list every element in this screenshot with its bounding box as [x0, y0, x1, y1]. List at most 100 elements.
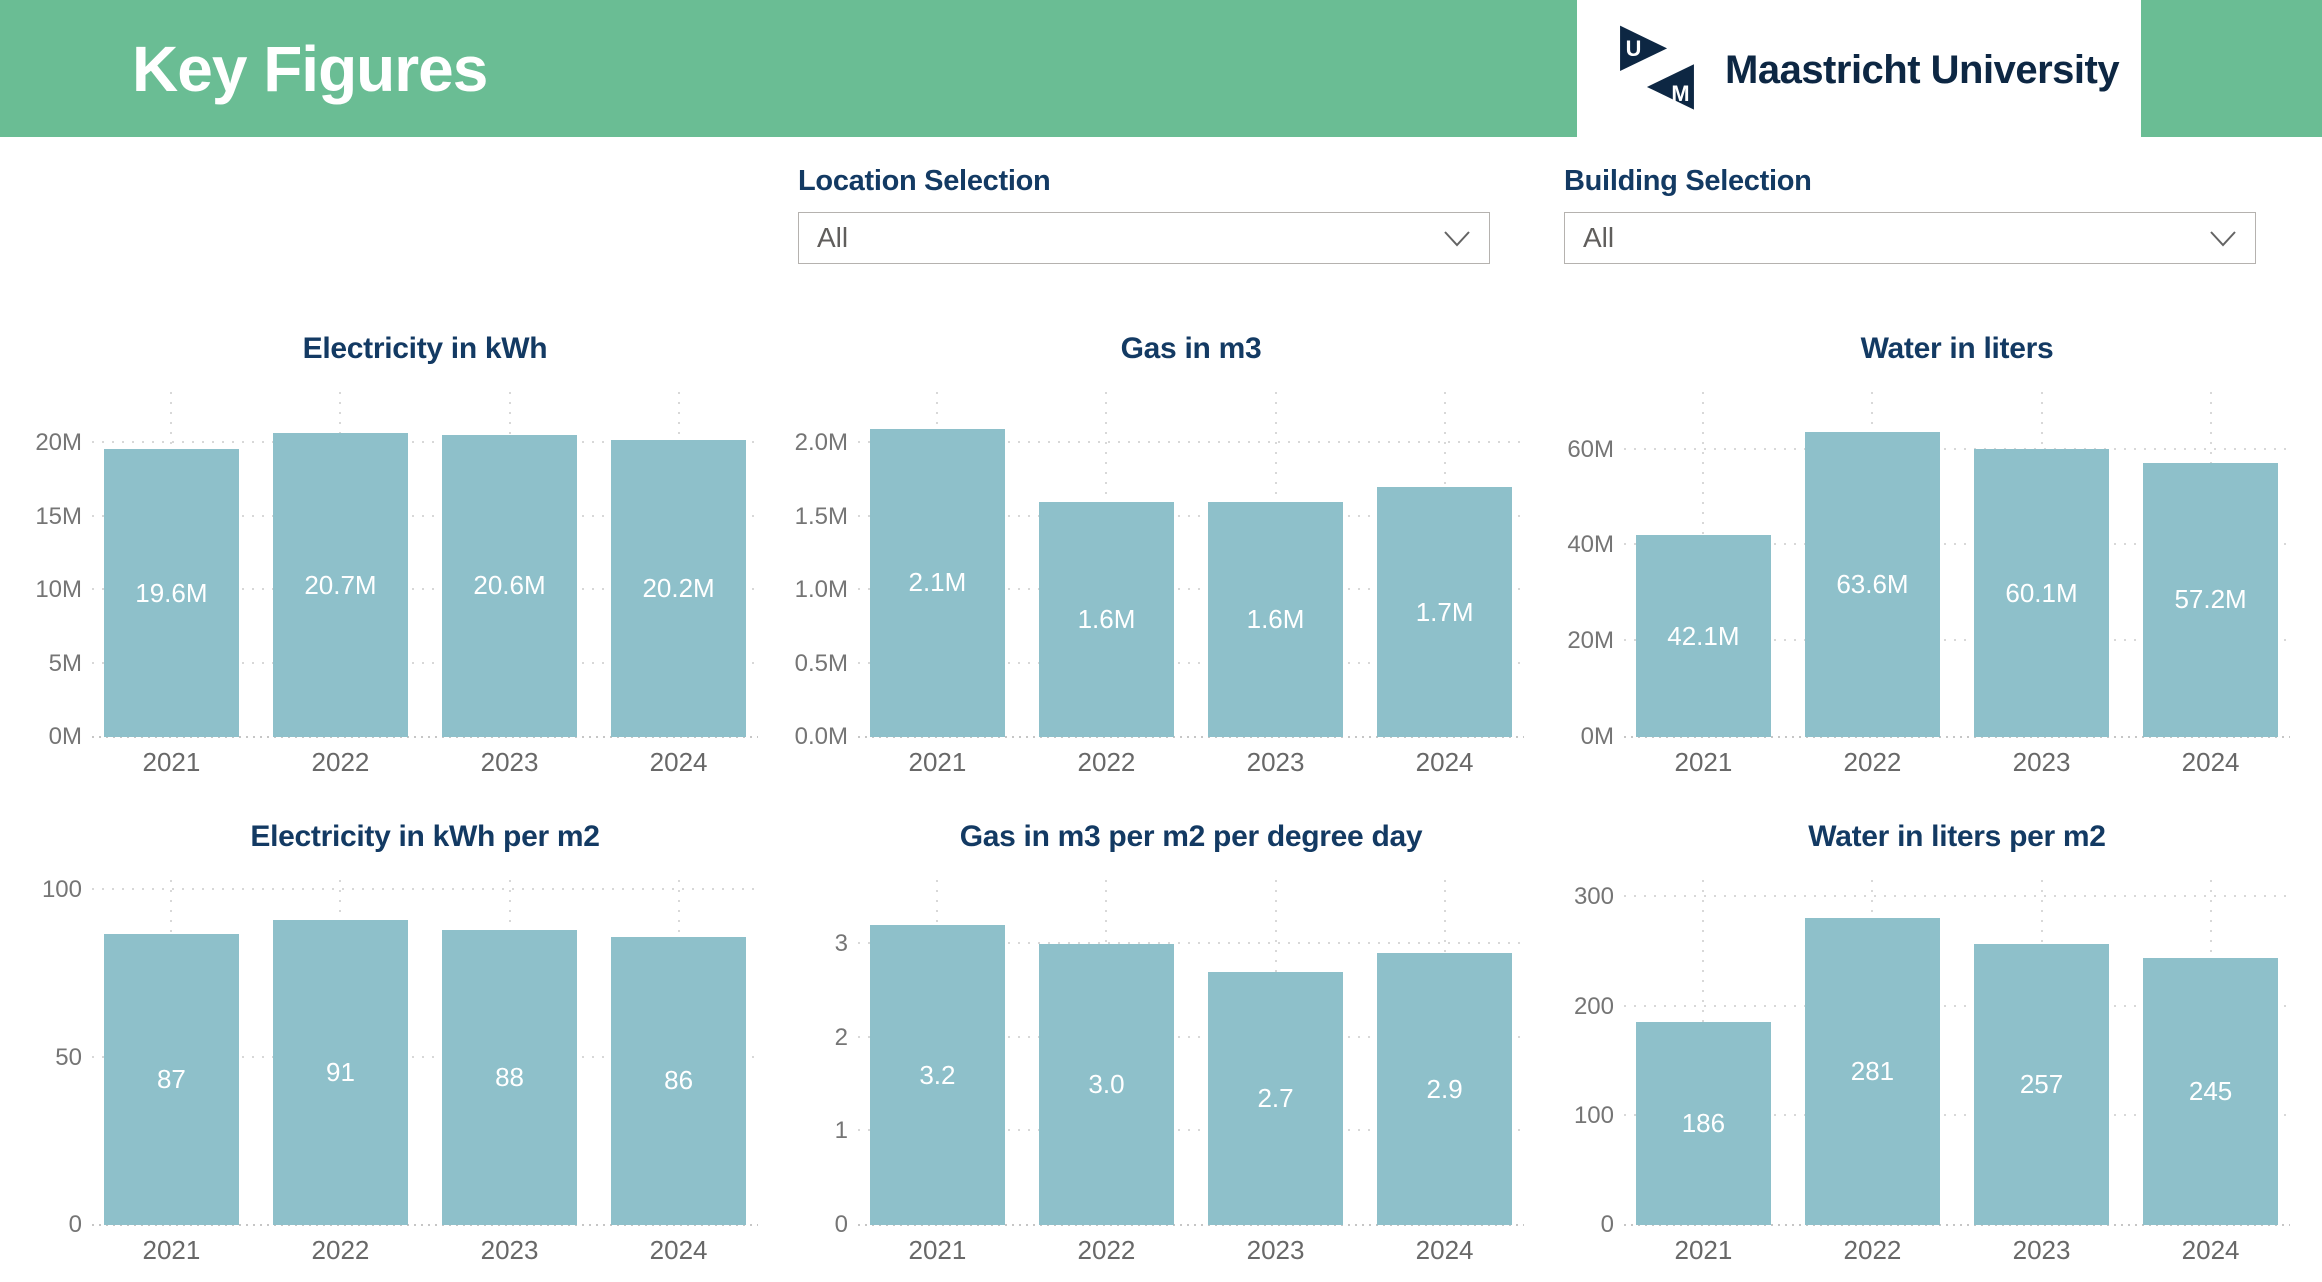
bar-2021[interactable]: 186	[1636, 1021, 1771, 1225]
logo-letter-m: M	[1671, 81, 1689, 106]
y-tick-label: 100	[41, 876, 82, 904]
building-dropdown[interactable]: All	[1564, 212, 2256, 264]
x-axis: 2021 2022 2023 2024	[858, 1235, 1524, 1266]
location-dropdown[interactable]: All	[798, 212, 1490, 264]
y-tick-label: 40M	[1567, 531, 1614, 559]
bar-2022[interactable]: 281	[1805, 918, 1940, 1225]
bar-value-label: 1.7M	[1415, 596, 1474, 627]
bar-2021[interactable]: 87	[104, 933, 239, 1225]
x-axis: 2021 2022 2023 2024	[858, 747, 1524, 778]
bars-container: 42.1M 63.6M 60.1M 57.2M	[1624, 392, 2290, 737]
bar-value-label: 57.2M	[2174, 584, 2247, 615]
bar-2023[interactable]: 88	[442, 930, 577, 1225]
bar-value-label: 245	[2188, 1075, 2233, 1106]
x-axis: 2021 2022 2023 2024	[92, 747, 758, 778]
bar-slot: 1.7M	[1377, 392, 1512, 737]
gridline	[92, 441, 758, 444]
y-tick-label: 2	[834, 1023, 848, 1051]
bar-value-label: 1.6M	[1077, 604, 1136, 635]
bar-value-label: 281	[1850, 1056, 1895, 1087]
y-tick-label: 60M	[1567, 435, 1614, 463]
y-tick-label: 5M	[48, 649, 82, 677]
bar-value-label: 2.1M	[908, 567, 967, 598]
bar-2024[interactable]: 245	[2143, 957, 2278, 1225]
bar-value-label: 19.6M	[135, 577, 208, 608]
bar-2024[interactable]: 20.2M	[611, 440, 746, 737]
bar-value-label: 2.7	[1257, 1082, 1294, 1113]
bar-2023[interactable]: 20.6M	[442, 434, 577, 737]
bar-value-label: 3.2	[919, 1059, 956, 1090]
x-axis-label: 2022	[1077, 1235, 1136, 1265]
x-axis-label: 2023	[2012, 747, 2071, 777]
bar-2022[interactable]: 20.7M	[273, 433, 408, 737]
bar-value-label: 20.7M	[304, 569, 377, 600]
bar-2022[interactable]: 63.6M	[1805, 432, 1940, 737]
x-axis-label: 2024	[1415, 1235, 1474, 1265]
bars-container: 3.2 3.0 2.7 2.9	[858, 880, 1524, 1225]
x-axis-label: 2021	[142, 747, 201, 777]
bar-slot: 87	[104, 880, 239, 1225]
y-axis: 0M 20M 40M 60M	[1564, 392, 1624, 751]
location-filter-label: Location Selection	[798, 165, 1051, 197]
x-axis-label: 2024	[2181, 747, 2240, 777]
y-tick-label: 10M	[35, 576, 82, 604]
x-axis-label: 2021	[142, 1235, 201, 1265]
y-axis: 0.0M 0.5M 1.0M 1.5M 2.0M	[794, 392, 858, 750]
x-axis-label: 2023	[1246, 1235, 1305, 1265]
bar-2021[interactable]: 42.1M	[1636, 535, 1771, 737]
plot-area: 2.1M 1.6M 1.6M 1.7M	[858, 392, 1524, 738]
bar-2023[interactable]: 2.7	[1208, 971, 1343, 1225]
x-axis-label: 2024	[2181, 1235, 2240, 1265]
charts-grid: Electricity in kWh 0M 5M 10M 15M 20M 19.6M 20…	[0, 330, 2322, 1266]
y-axis: 0 50 100	[32, 876, 92, 1238]
gridline	[92, 588, 758, 591]
bar-value-label: 186	[1681, 1107, 1726, 1138]
gridline	[92, 661, 758, 664]
bar-2023[interactable]: 257	[1974, 944, 2109, 1225]
x-axis-label: 2022	[1843, 747, 1902, 777]
building-filter: Building Selection All	[1564, 165, 2290, 264]
bar-2023[interactable]: 60.1M	[1974, 449, 2109, 737]
x-axis-label: 2023	[480, 747, 539, 777]
plot-area: 87 91 88 86	[92, 880, 758, 1226]
chart-gas-m3: Gas in m3 0.0M 0.5M 1.0M 1.5M 2.0M 2.1M 1.6M 1…	[794, 330, 1524, 778]
bar-2024[interactable]: 1.7M	[1377, 487, 1512, 737]
chart-title: Electricity in kWh	[302, 332, 548, 365]
bar-value-label: 3.0	[1088, 1068, 1125, 1099]
bar-2024[interactable]: 86	[611, 936, 746, 1225]
bar-2022[interactable]: 3.0	[1039, 943, 1174, 1225]
chevron-down-icon	[1444, 230, 1470, 246]
chart-title: Water in liters per m2	[1808, 820, 2106, 853]
x-axis-label: 2024	[1415, 747, 1474, 777]
gridline	[858, 661, 1524, 664]
y-tick-label: 0.5M	[794, 649, 848, 677]
gridline	[1624, 895, 2290, 898]
chart-title: Electricity in kWh per m2	[250, 820, 600, 853]
y-axis: 0 100 200 300	[1564, 880, 1624, 1238]
bar-slot: 281	[1805, 880, 1940, 1225]
bar-2021[interactable]: 19.6M	[104, 449, 239, 737]
gridline	[1624, 543, 2290, 546]
gridline	[858, 441, 1524, 444]
chart-electricity-kwh: Electricity in kWh 0M 5M 10M 15M 20M 19.6M 20…	[32, 330, 758, 778]
bar-2023[interactable]: 1.6M	[1208, 502, 1343, 737]
bar-2022[interactable]: 1.6M	[1039, 502, 1174, 737]
gridline	[1624, 1113, 2290, 1116]
x-axis-label: 2021	[908, 1235, 967, 1265]
x-axis-label: 2022	[1077, 747, 1136, 777]
bar-2022[interactable]: 91	[273, 920, 408, 1225]
university-name: Maastricht University	[1725, 48, 2120, 92]
bar-2021[interactable]: 3.2	[870, 925, 1005, 1225]
chart-title: Gas in m3 per m2 per degree day	[959, 820, 1423, 853]
gridline	[1624, 447, 2290, 450]
x-axis-label: 2021	[1674, 747, 1733, 777]
bar-slot: 91	[273, 880, 408, 1225]
bar-value-label: 20.2M	[642, 573, 715, 604]
building-filter-label: Building Selection	[1564, 165, 1812, 197]
x-axis-label: 2024	[649, 747, 708, 777]
bar-slot: 20.7M	[273, 392, 408, 737]
bar-2024[interactable]: 2.9	[1377, 953, 1512, 1225]
bar-2024[interactable]: 57.2M	[2143, 462, 2278, 737]
bar-2021[interactable]: 2.1M	[870, 428, 1005, 737]
bar-value-label: 2.9	[1426, 1073, 1463, 1104]
